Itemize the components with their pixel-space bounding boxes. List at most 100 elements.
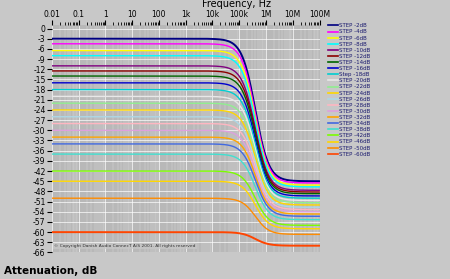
STEP -14dB <box>152 74 157 78</box>
STEP -22dB <box>49 102 54 105</box>
STEP -22dB <box>317 201 322 205</box>
Step -18dB <box>49 88 54 91</box>
Line: STEP -20dB: STEP -20dB <box>52 96 320 200</box>
STEP -10dB <box>80 64 85 68</box>
Legend: STEP -2dB, STEP -4dB, STEP -6dB, STEP -8dB, STEP -10dB, STEP -12dB, STEP -14dB, : STEP -2dB, STEP -4dB, STEP -6dB, STEP -8… <box>328 23 370 157</box>
STEP -42dB <box>163 169 169 173</box>
Line: STEP -2dB: STEP -2dB <box>52 39 320 181</box>
Line: STEP -16dB: STEP -16dB <box>52 83 320 196</box>
STEP -14dB <box>283 191 288 194</box>
STEP -32dB <box>80 135 85 139</box>
STEP -8dB <box>49 54 54 57</box>
STEP -42dB <box>95 169 101 173</box>
STEP -4dB <box>317 181 322 185</box>
Line: STEP -42dB: STEP -42dB <box>52 171 320 225</box>
Line: STEP -24dB: STEP -24dB <box>52 110 320 205</box>
STEP -28dB <box>95 122 101 125</box>
STEP -32dB <box>49 135 54 139</box>
STEP -10dB <box>49 64 54 68</box>
STEP -26dB <box>80 115 85 118</box>
STEP -30dB <box>283 209 288 213</box>
STEP -46dB <box>80 180 85 183</box>
STEP -38dB <box>317 218 322 221</box>
STEP -28dB <box>152 122 157 125</box>
STEP -4dB <box>283 180 288 183</box>
STEP -8dB <box>283 184 288 187</box>
STEP -6dB <box>49 49 54 52</box>
STEP -60dB <box>152 230 157 234</box>
Line: STEP -46dB: STEP -46dB <box>52 181 320 229</box>
STEP -32dB <box>163 135 169 139</box>
Line: STEP -26dB: STEP -26dB <box>52 117 320 207</box>
STEP -46dB <box>152 180 157 183</box>
STEP -10dB <box>152 64 157 68</box>
Line: STEP -22dB: STEP -22dB <box>52 103 320 203</box>
STEP -12dB <box>317 190 322 194</box>
STEP -2dB <box>163 37 169 40</box>
STEP -6dB <box>152 49 157 52</box>
STEP -38dB <box>95 152 101 156</box>
STEP -24dB <box>317 203 322 207</box>
STEP -50dB <box>283 232 288 236</box>
STEP -16dB <box>152 81 157 85</box>
STEP -42dB <box>49 169 54 173</box>
STEP -38dB <box>152 152 157 156</box>
STEP -8dB <box>163 54 169 57</box>
STEP -26dB <box>95 115 101 118</box>
STEP -50dB <box>152 196 157 200</box>
STEP -38dB <box>163 152 169 156</box>
STEP -34dB <box>49 142 54 146</box>
STEP -24dB <box>283 202 288 206</box>
STEP -12dB <box>49 69 54 73</box>
STEP -30dB <box>152 129 157 132</box>
STEP -6dB <box>283 182 288 185</box>
Line: STEP -4dB: STEP -4dB <box>52 44 320 183</box>
STEP -16dB <box>95 81 101 85</box>
STEP -20dB <box>163 95 169 98</box>
STEP -2dB <box>95 37 101 40</box>
Line: STEP -60dB: STEP -60dB <box>52 232 320 246</box>
Line: STEP -12dB: STEP -12dB <box>52 71 320 192</box>
Line: STEP -14dB: STEP -14dB <box>52 76 320 194</box>
STEP -4dB <box>49 42 54 45</box>
STEP -30dB <box>317 210 322 213</box>
STEP -26dB <box>283 205 288 208</box>
STEP -2dB <box>49 37 54 40</box>
Line: STEP -8dB: STEP -8dB <box>52 56 320 187</box>
STEP -60dB <box>80 230 85 234</box>
STEP -12dB <box>163 69 169 73</box>
STEP -24dB <box>311 203 317 207</box>
STEP -46dB <box>49 180 54 183</box>
STEP -4dB <box>311 181 317 185</box>
STEP -28dB <box>283 207 288 210</box>
STEP -14dB <box>80 74 85 78</box>
STEP -20dB <box>311 199 317 202</box>
STEP -46dB <box>283 227 288 230</box>
STEP -8dB <box>95 54 101 57</box>
Line: STEP -50dB: STEP -50dB <box>52 198 320 234</box>
STEP -46dB <box>317 227 322 230</box>
STEP -14dB <box>95 74 101 78</box>
STEP -14dB <box>163 74 169 78</box>
STEP -2dB <box>152 37 157 40</box>
Line: STEP -10dB: STEP -10dB <box>52 66 320 190</box>
STEP -20dB <box>49 95 54 98</box>
STEP -26dB <box>49 115 54 118</box>
STEP -2dB <box>283 178 288 181</box>
STEP -42dB <box>152 169 157 173</box>
STEP -34dB <box>163 142 169 146</box>
STEP -30dB <box>163 129 169 132</box>
STEP -4dB <box>152 42 157 45</box>
STEP -34dB <box>311 215 317 218</box>
Step -18dB <box>95 88 101 91</box>
Step -18dB <box>283 195 288 199</box>
STEP -20dB <box>80 95 85 98</box>
STEP -20dB <box>152 95 157 98</box>
STEP -20dB <box>95 95 101 98</box>
STEP -22dB <box>80 102 85 105</box>
Line: STEP -28dB: STEP -28dB <box>52 124 320 210</box>
STEP -60dB <box>95 230 101 234</box>
STEP -24dB <box>163 108 169 112</box>
STEP -28dB <box>317 208 322 211</box>
STEP -10dB <box>311 189 317 192</box>
